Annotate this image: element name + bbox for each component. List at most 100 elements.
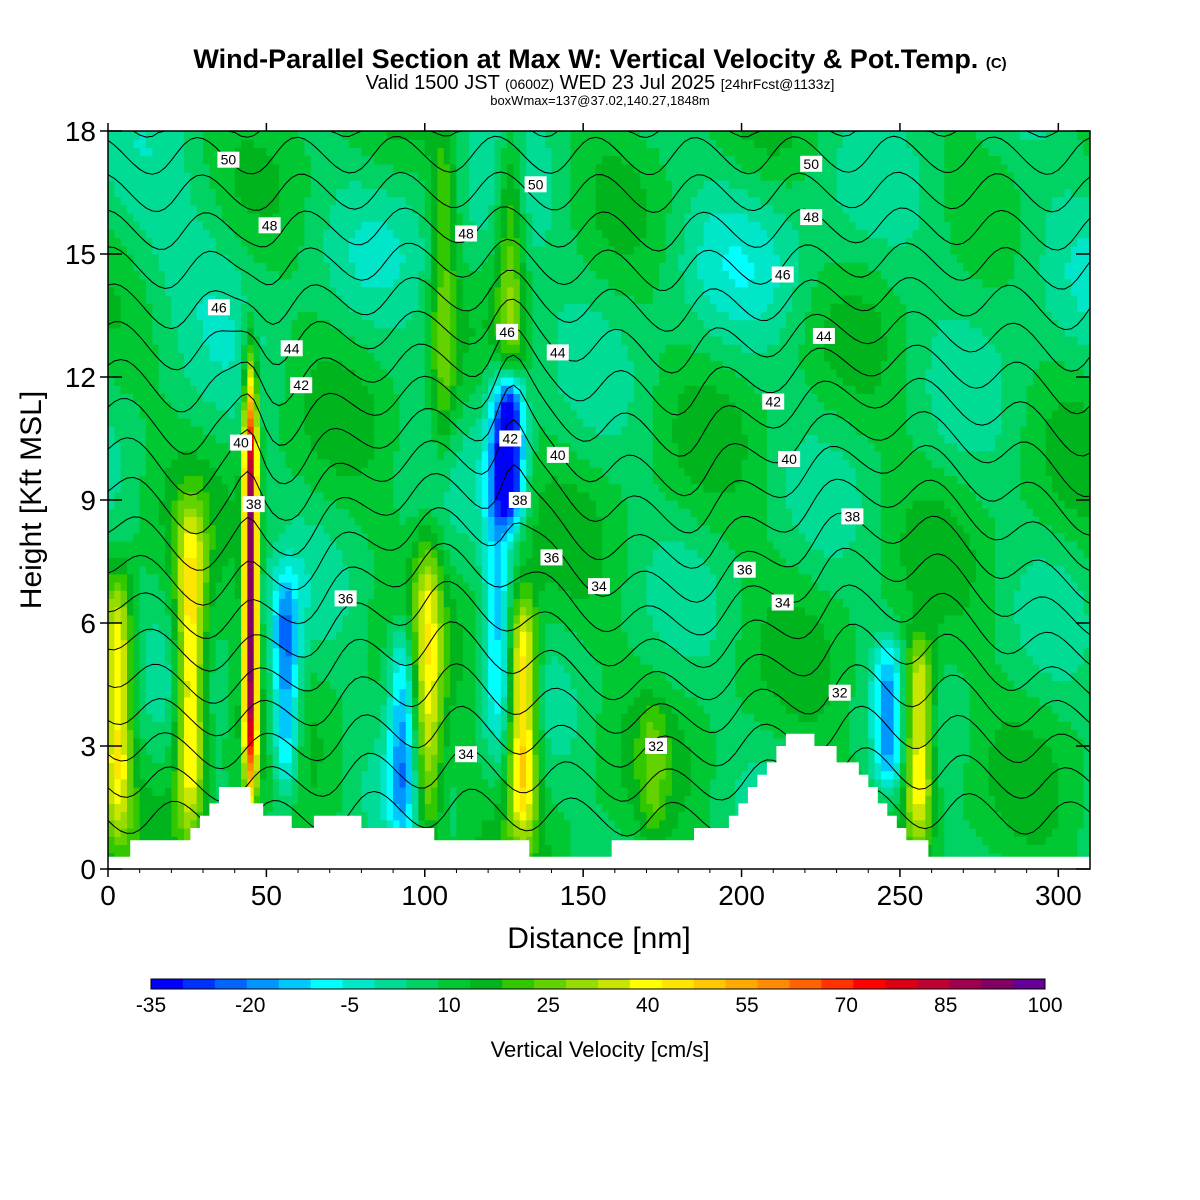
field-cell	[165, 401, 172, 411]
field-cell	[196, 327, 204, 337]
field-cell	[114, 377, 122, 386]
field-cell	[253, 254, 261, 263]
field-cell	[127, 459, 134, 468]
field-cell	[127, 819, 134, 829]
field-cell	[184, 631, 191, 640]
field-cell	[336, 278, 344, 288]
field-cell	[367, 778, 375, 788]
field-cell	[165, 795, 172, 804]
field-cell	[367, 623, 375, 632]
field-cell	[431, 278, 439, 288]
field-cell	[146, 180, 153, 189]
field-cell	[253, 147, 261, 157]
field-cell	[228, 729, 236, 739]
field-cell	[260, 541, 267, 550]
field-cell	[291, 262, 299, 271]
field-cell	[184, 163, 191, 173]
field-cell	[323, 787, 331, 796]
field-cell	[393, 573, 401, 583]
field-cell	[108, 368, 115, 378]
field-cell	[209, 647, 217, 657]
field-cell	[437, 491, 445, 501]
field-cell	[348, 196, 356, 206]
field-cell	[361, 713, 369, 722]
field-cell	[348, 614, 356, 624]
field-cell	[203, 409, 210, 419]
field-cell	[361, 541, 369, 550]
field-cell	[355, 459, 363, 468]
field-cell	[285, 746, 293, 755]
field-cell	[114, 311, 122, 321]
field-cell	[152, 401, 160, 411]
field-cell	[323, 196, 331, 206]
field-cell	[209, 204, 217, 214]
field-cell	[424, 811, 432, 821]
field-cell	[367, 286, 375, 296]
field-cell	[108, 737, 115, 747]
field-cell	[437, 237, 445, 247]
field-cell	[329, 237, 337, 247]
field-cell	[304, 573, 312, 583]
field-cell	[190, 696, 198, 706]
field-cell	[399, 262, 407, 271]
field-cell	[127, 770, 134, 780]
field-cell	[317, 614, 325, 624]
field-cell	[120, 172, 128, 181]
field-cell	[133, 787, 141, 796]
field-cell	[443, 614, 451, 624]
field-cell	[177, 196, 185, 206]
field-cell	[171, 770, 179, 780]
field-cell	[266, 204, 274, 214]
field-cell	[443, 229, 451, 239]
field-cell	[266, 639, 274, 649]
field-cell	[418, 647, 426, 657]
field-cell	[184, 270, 191, 280]
field-cell	[437, 180, 445, 189]
field-cell	[228, 409, 236, 419]
field-cell	[424, 721, 432, 731]
field-cell	[215, 623, 223, 632]
field-cell	[184, 360, 191, 370]
field-cell	[146, 713, 153, 722]
field-cell	[323, 623, 331, 632]
field-cell	[184, 131, 191, 140]
field-cell	[158, 450, 166, 460]
field-cell	[298, 672, 305, 681]
field-cell	[158, 344, 166, 353]
field-cell	[412, 590, 420, 599]
field-cell	[380, 614, 388, 624]
field-cell	[285, 565, 293, 575]
field-cell	[424, 139, 432, 148]
field-cell	[317, 172, 325, 181]
field-cell	[418, 475, 426, 485]
field-cell	[336, 696, 344, 706]
field-cell	[374, 483, 382, 493]
field-cell	[196, 688, 204, 698]
field-cell	[139, 286, 147, 296]
field-cell	[298, 639, 305, 649]
field-cell	[431, 139, 439, 148]
field-cell	[279, 352, 286, 362]
field-cell	[304, 262, 312, 271]
field-cell	[317, 647, 325, 657]
field-cell	[329, 582, 337, 591]
field-cell	[260, 196, 267, 206]
field-cell	[184, 688, 191, 698]
field-cell	[247, 721, 255, 731]
field-cell	[399, 516, 407, 526]
field-cell	[336, 442, 344, 452]
field-cell	[291, 221, 299, 230]
field-cell	[139, 155, 147, 165]
field-cell	[336, 221, 344, 230]
field-cell	[260, 172, 267, 181]
field-cell	[266, 418, 274, 427]
field-cell	[399, 582, 407, 591]
field-cell	[399, 803, 407, 813]
field-cell	[323, 664, 331, 673]
field-cell	[380, 254, 388, 263]
field-cell	[253, 475, 261, 485]
field-cell	[450, 713, 458, 722]
field-cell	[203, 803, 210, 813]
field-cell	[120, 188, 128, 198]
field-cell	[120, 229, 128, 239]
